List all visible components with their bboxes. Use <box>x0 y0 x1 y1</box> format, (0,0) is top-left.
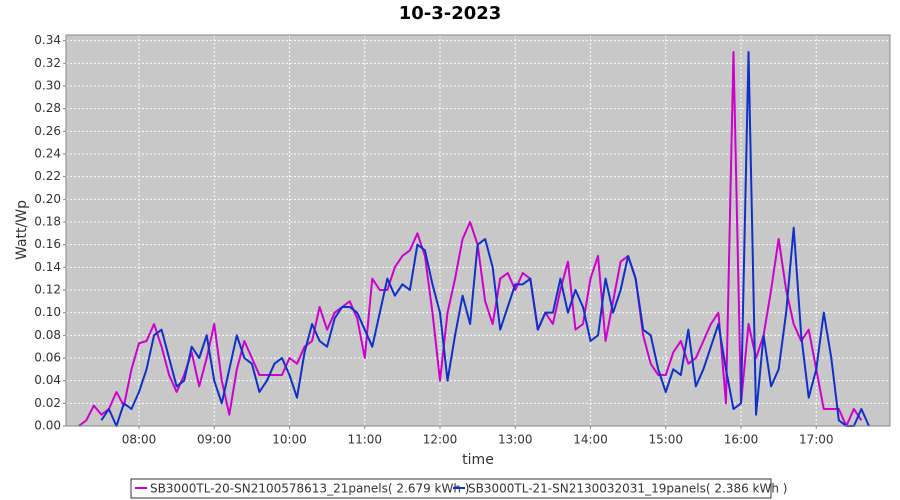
y-tick-label: 0.02 <box>34 396 61 410</box>
y-tick-label: 0.22 <box>34 169 61 183</box>
x-tick-label: 17:00 <box>799 433 834 447</box>
y-tick-label: 0.28 <box>34 101 61 115</box>
series-line <box>100 51 870 427</box>
y-axis-title: Watt/Wp <box>14 200 30 260</box>
legend-box <box>130 478 772 499</box>
x-axis-title: time <box>462 452 494 468</box>
y-tick-label: 0.26 <box>34 124 61 138</box>
legend-label: SB3000TL-20-SN2100578613_21panels( 2.679… <box>150 482 469 496</box>
y-tick-label: 0.14 <box>34 260 61 274</box>
x-tick-label: 12:00 <box>423 433 458 447</box>
y-tick-label: 0.20 <box>34 192 61 206</box>
y-tick-label: 0.08 <box>34 328 61 342</box>
x-tick-label: 11:00 <box>347 433 382 447</box>
y-tick-label: 0.34 <box>34 33 61 47</box>
x-tick-label: 16:00 <box>724 433 759 447</box>
x-tick-label: 14:00 <box>573 433 608 447</box>
y-tick-label: 0.32 <box>34 56 61 70</box>
y-tick-label: 0.12 <box>34 283 61 297</box>
y-tick-label: 0.30 <box>34 79 61 93</box>
chart-title: 10-3-2023 <box>399 3 502 24</box>
legend-label: SB3000TL-21-SN2130032031_19panels( 2.386… <box>468 482 787 496</box>
x-tick-label: 15:00 <box>648 433 683 447</box>
x-tick-label: 10:00 <box>272 433 307 447</box>
plot-area <box>66 35 890 426</box>
y-tick-label: 0.06 <box>34 351 61 365</box>
plot-border <box>65 34 891 427</box>
x-tick-label: 09:00 <box>197 433 232 447</box>
y-tick-label: 0.16 <box>34 237 61 251</box>
y-tick-label: 0.18 <box>34 215 61 229</box>
y-tick-label: 0.04 <box>34 373 61 387</box>
x-tick-label: 13:00 <box>498 433 533 447</box>
y-tick-label: 0.00 <box>34 419 61 433</box>
y-tick-label: 0.10 <box>34 305 61 319</box>
y-tick-label: 0.24 <box>34 147 61 161</box>
x-tick-label: 08:00 <box>122 433 157 447</box>
